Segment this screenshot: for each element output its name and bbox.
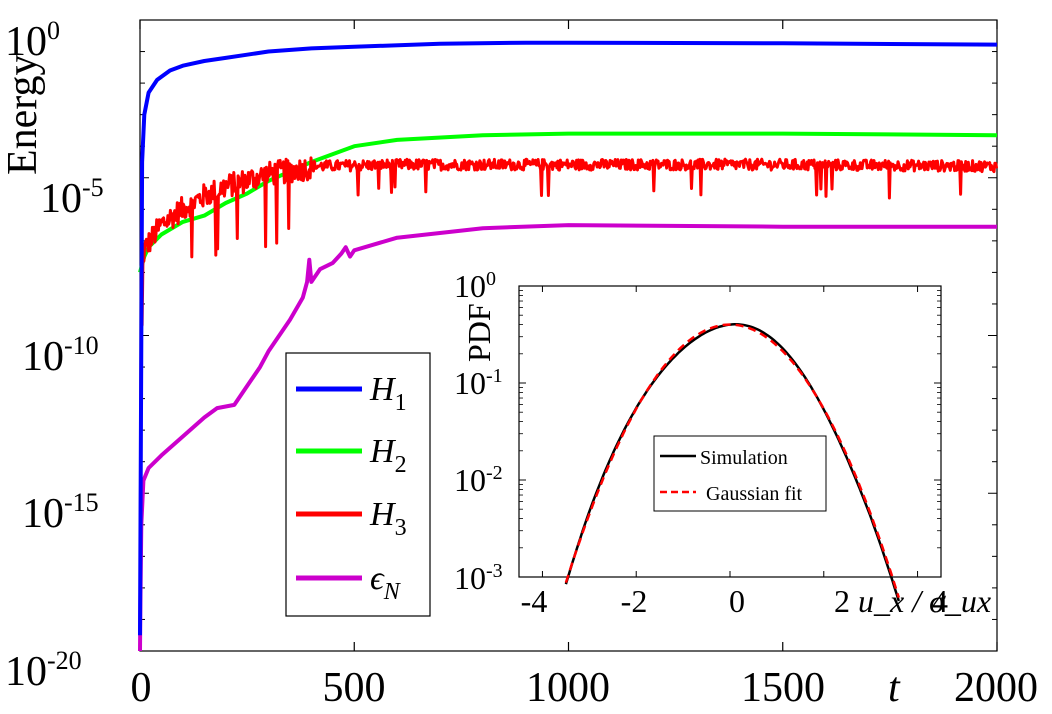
y-axis-label: Energy [0,54,46,175]
y-tick-label-minus-10: 10-10 [22,331,99,380]
main-series-group [138,40,999,652]
x-tick-label-1500: 1500 [741,665,825,709]
y-tick-label-0: 100 [5,16,60,65]
legend-label-h3: H3 [369,496,407,541]
legend-label-h2: H2 [369,433,407,478]
inset-y-tick-label-minus-2: 10-2 [454,462,503,498]
inset-series-gaussian-fit [564,323,900,598]
inset-y-tick-label-0: 100 [454,268,496,304]
main-legend-box [285,352,431,617]
y-tick-label-minus-5: 10-5 [40,173,104,222]
series-line-H1 [138,40,998,636]
inset-y-tick-label-minus-3: 10-3 [454,560,503,596]
inset-legend: Simulation Gaussian fit [653,435,827,512]
main-legend: H1 H2 H3 ϵN [285,352,431,617]
series-line-H3 [138,156,999,620]
inset-x-tick-label-0: 0 [729,583,745,619]
inset-series-group [564,323,900,602]
x-axis-label: t [888,665,901,709]
inset-legend-box [653,435,827,512]
inset-y-axis-label: PDF [461,303,497,362]
inset-x-tick-label-minus-2: -2 [621,583,648,619]
x-tick-label-2000: 2000 [954,665,1038,709]
x-tick-label-1000: 1000 [526,665,610,709]
inset-x-axis-label: u_x / σ_ux [858,583,991,619]
x-tick-label-0: 0 [131,665,152,709]
legend-label-h1: H1 [369,371,407,416]
y-tick-label-minus-15: 10-15 [22,488,99,537]
inset-chart: 100 10-1 10-2 10-3 -4 -2 0 2 4 u_x / σ_u… [454,268,991,619]
inset-legend-label-gaussian: Gaussian fit [706,483,803,505]
x-tick-label-500: 500 [323,665,386,709]
inset-x-tick-label-minus-4: -4 [521,583,548,619]
inset-x-tick-label-4: 4 [932,583,948,619]
inset-x-tick-label-2: 2 [834,583,850,619]
inset-legend-label-simulation: Simulation [700,447,788,469]
inset-tick-marks [519,285,941,578]
legend-label-epsilon: ϵN [370,560,402,605]
series-line-epsilon_N [138,223,997,652]
y-tick-label-minus-20: 10-20 [5,646,82,695]
inset-y-tick-label-minus-1: 10-1 [454,365,503,401]
